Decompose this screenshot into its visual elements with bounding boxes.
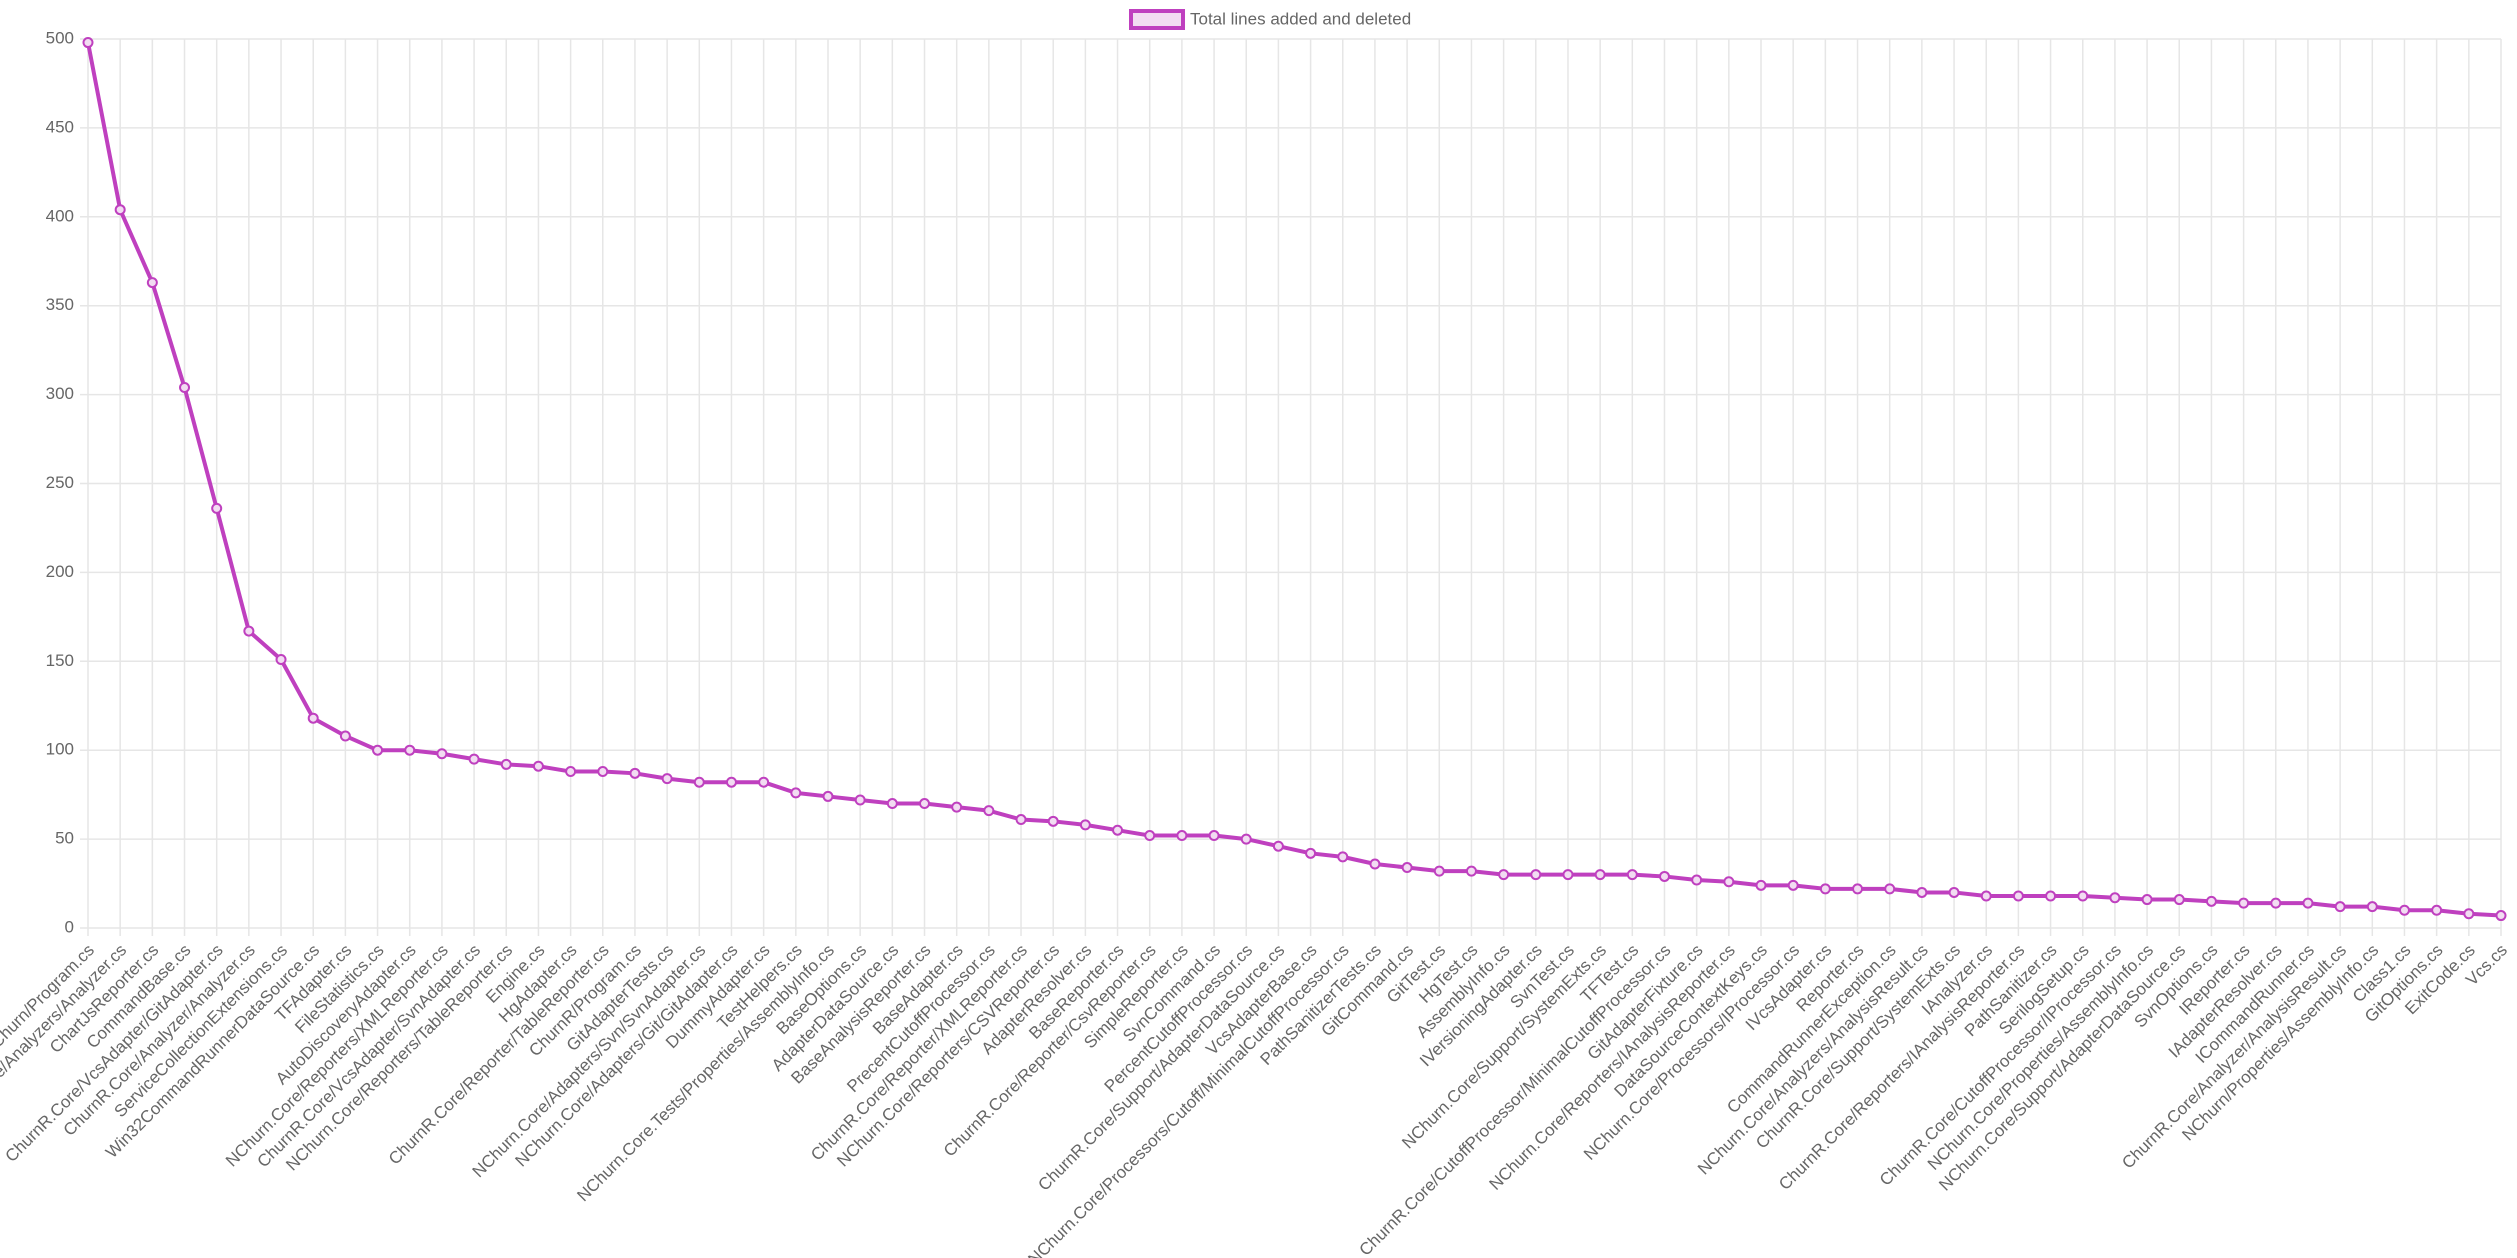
data-point bbox=[1626, 869, 1638, 881]
y-tick-label: 350 bbox=[46, 295, 74, 314]
data-point bbox=[2077, 890, 2089, 902]
data-line bbox=[86, 42, 2502, 918]
data-point bbox=[790, 787, 802, 799]
data-point bbox=[693, 776, 705, 788]
data-point bbox=[2012, 890, 2024, 902]
data-point bbox=[2205, 895, 2217, 907]
y-tick-label: 300 bbox=[46, 384, 74, 403]
data-point bbox=[2270, 897, 2282, 909]
data-point bbox=[597, 766, 609, 778]
y-tick-label: 0 bbox=[65, 917, 74, 936]
data-point bbox=[758, 776, 770, 788]
data-point bbox=[1079, 819, 1091, 831]
data-point bbox=[1916, 886, 1928, 898]
data-point bbox=[2495, 910, 2507, 922]
data-point bbox=[468, 753, 480, 765]
legend-swatch bbox=[1129, 9, 1185, 30]
data-point bbox=[1433, 865, 1445, 877]
data-point bbox=[1594, 869, 1606, 881]
data-point bbox=[1819, 883, 1831, 895]
data-point bbox=[2109, 892, 2121, 904]
data-point bbox=[1337, 851, 1349, 863]
data-point bbox=[2366, 901, 2378, 913]
data-point bbox=[854, 794, 866, 806]
data-point bbox=[404, 744, 416, 756]
y-tick-label: 200 bbox=[46, 562, 74, 581]
data-point bbox=[1562, 869, 1574, 881]
data-point bbox=[2045, 890, 2057, 902]
y-tick-label: 100 bbox=[46, 740, 74, 759]
data-point bbox=[1498, 869, 1510, 881]
data-point bbox=[1144, 830, 1156, 842]
data-point bbox=[2173, 894, 2185, 906]
data-point bbox=[1112, 824, 1124, 836]
data-point bbox=[1208, 830, 1220, 842]
data-point bbox=[1272, 840, 1284, 852]
data-point bbox=[2431, 904, 2443, 916]
data-point bbox=[725, 776, 737, 788]
data-point bbox=[661, 773, 673, 785]
data-point bbox=[1047, 815, 1059, 827]
data-point bbox=[2302, 897, 2314, 909]
data-point bbox=[339, 730, 351, 742]
data-point bbox=[886, 798, 898, 810]
data-point bbox=[1305, 847, 1317, 859]
data-point bbox=[1787, 879, 1799, 891]
data-point bbox=[1015, 814, 1027, 826]
data-point bbox=[1658, 870, 1670, 882]
data-point bbox=[2398, 904, 2410, 916]
data-point bbox=[1755, 879, 1767, 891]
y-tick-label: 250 bbox=[46, 473, 74, 492]
data-point bbox=[919, 798, 931, 810]
data-point bbox=[2141, 894, 2153, 906]
data-point bbox=[1240, 833, 1252, 845]
data-point bbox=[822, 790, 834, 802]
data-point bbox=[211, 502, 223, 514]
data-point bbox=[275, 654, 287, 666]
data-point bbox=[1530, 869, 1542, 881]
data-point bbox=[243, 625, 255, 637]
data-point bbox=[1691, 874, 1703, 886]
data-point bbox=[629, 767, 641, 779]
data-point bbox=[436, 748, 448, 760]
data-point bbox=[114, 204, 126, 216]
data-point bbox=[1852, 883, 1864, 895]
data-point bbox=[1948, 886, 1960, 898]
data-point bbox=[565, 766, 577, 778]
data-point bbox=[1980, 890, 1992, 902]
data-point bbox=[307, 712, 319, 724]
data-point bbox=[1884, 883, 1896, 895]
y-tick-label: 400 bbox=[46, 206, 74, 225]
y-tick-label: 50 bbox=[55, 829, 74, 848]
data-point bbox=[2334, 901, 2346, 913]
data-point bbox=[1401, 862, 1413, 874]
data-point bbox=[1369, 858, 1381, 870]
data-point bbox=[500, 758, 512, 770]
y-tick-label: 150 bbox=[46, 651, 74, 670]
data-point bbox=[372, 744, 384, 756]
data-point bbox=[2463, 908, 2475, 920]
data-point bbox=[1176, 830, 1188, 842]
data-point bbox=[82, 37, 94, 49]
data-point bbox=[532, 760, 544, 772]
data-point bbox=[179, 381, 191, 393]
data-point bbox=[1723, 876, 1735, 888]
y-tick-label: 500 bbox=[46, 28, 74, 47]
legend-label: Total lines added and deleted bbox=[1190, 9, 1411, 28]
data-point bbox=[1465, 865, 1477, 877]
data-point bbox=[983, 805, 995, 817]
y-tick-label: 450 bbox=[46, 117, 74, 136]
data-point bbox=[146, 277, 158, 289]
data-point bbox=[2238, 897, 2250, 909]
data-point bbox=[951, 801, 963, 813]
